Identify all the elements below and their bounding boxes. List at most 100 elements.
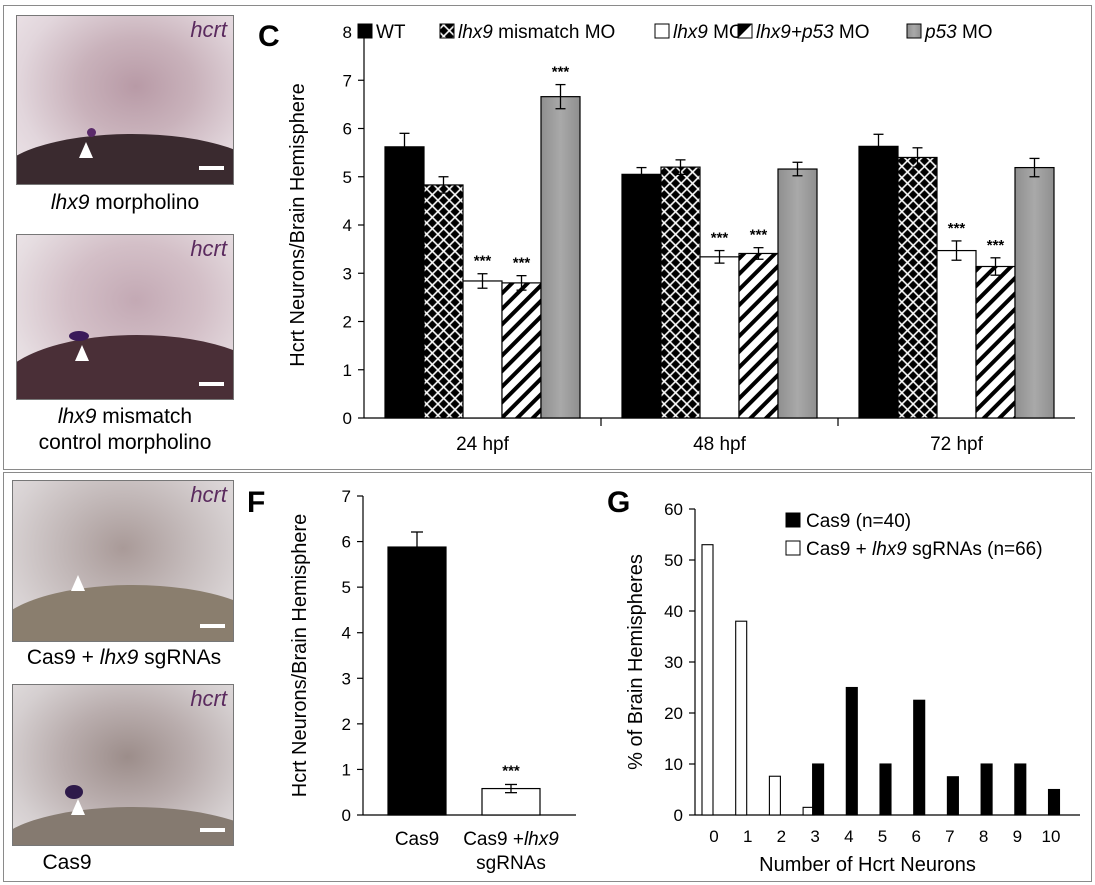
g-x-tick-label: 1 bbox=[743, 827, 752, 846]
f-y-tick-label: 1 bbox=[342, 760, 351, 779]
scale-bar bbox=[199, 382, 224, 386]
g-y-tick-label: 40 bbox=[664, 602, 683, 621]
g-x-tick-label: 8 bbox=[979, 827, 988, 846]
hcrt-stain-cluster bbox=[69, 331, 89, 341]
g-y-tick-label: 30 bbox=[664, 653, 683, 672]
c-bar bbox=[660, 166, 701, 419]
c-x-tick-label: 48 hpf bbox=[693, 434, 747, 455]
g-bar-cas9 bbox=[879, 763, 892, 816]
c-significance-mark: *** bbox=[711, 230, 729, 247]
c-significance-mark: *** bbox=[474, 253, 492, 270]
c-significance-mark: *** bbox=[552, 64, 570, 81]
panel-f-letter: F bbox=[247, 486, 266, 519]
g-legend-label: Cas9 (n=40) bbox=[806, 511, 911, 532]
panel-e-caption: Cas9 bbox=[42, 851, 92, 874]
panel-b-caption-text: mismatch bbox=[96, 405, 193, 428]
chart-f: 0 1 2 3 4 5 6 7 Hcrt Neurons/Brain Hemisphere Cas… bbox=[289, 487, 576, 874]
f-y-tick-label: 5 bbox=[342, 578, 351, 597]
bottom-figure-frame bbox=[3, 472, 1092, 882]
panel-d-caption-pre: Cas9 + bbox=[26, 646, 100, 669]
c-legend-label: lhx9 MO bbox=[673, 22, 744, 43]
panel-d-caption-gene: lhx9 bbox=[99, 646, 139, 669]
scale-bar bbox=[200, 828, 225, 832]
c-y-tick-label: 5 bbox=[343, 168, 352, 187]
c-y-tick-label: 8 bbox=[343, 23, 352, 42]
g-x-tick-label: 5 bbox=[878, 827, 887, 846]
c-significance-mark: *** bbox=[948, 220, 966, 237]
c-significance-mark: *** bbox=[750, 227, 768, 244]
arrowhead-icon bbox=[71, 575, 85, 591]
top-figure-frame bbox=[3, 5, 1092, 470]
c-legend-swatch bbox=[654, 23, 670, 39]
panel-e-hcrt-label: hcrt bbox=[190, 686, 227, 711]
c-y-tick-label: 0 bbox=[343, 409, 352, 428]
c-y-tick-label: 1 bbox=[343, 361, 352, 380]
yolk-shape bbox=[17, 134, 233, 184]
c-legend-label: WT bbox=[376, 22, 406, 43]
c-y-tick-label: 7 bbox=[343, 71, 352, 90]
g-bar-sgrna bbox=[768, 775, 781, 816]
panel-b-hcrt-label: hcrt bbox=[190, 236, 227, 261]
c-bar bbox=[777, 168, 818, 419]
g-legend-label: Cas9 + lhx9 sgRNAs (n=66) bbox=[806, 539, 1043, 560]
c-legend-swatch bbox=[906, 23, 922, 39]
g-x-tick-label: 2 bbox=[777, 827, 786, 846]
g-y-tick-label: 60 bbox=[664, 500, 683, 519]
f-y-axis-label: Hcrt Neurons/Brain Hemisphere bbox=[289, 514, 311, 797]
g-legend-swatch bbox=[785, 540, 801, 556]
c-y-tick-label: 3 bbox=[343, 264, 352, 283]
f-y-tick-label: 0 bbox=[342, 806, 351, 825]
c-bar bbox=[699, 256, 740, 419]
f-y-tick-label: 2 bbox=[342, 715, 351, 734]
c-bar bbox=[621, 173, 662, 419]
g-x-tick-label: 10 bbox=[1042, 827, 1061, 846]
c-legend-swatch-half bbox=[738, 24, 752, 38]
panel-a-micrograph: hcrt bbox=[16, 15, 234, 185]
g-bar-cas9 bbox=[1047, 788, 1061, 816]
panel-g-letter: G bbox=[607, 486, 631, 519]
panel-b-caption-gene: lhx9 bbox=[57, 405, 97, 428]
c-x-tick-label: 72 hpf bbox=[930, 434, 984, 455]
scale-bar bbox=[199, 166, 224, 170]
panel-e-micrograph: hcrt bbox=[12, 684, 234, 846]
c-significance-mark: *** bbox=[987, 237, 1005, 254]
c-bar bbox=[1014, 166, 1055, 419]
panel-b-caption-line1: lhx9 mismatch bbox=[16, 404, 234, 430]
g-y-axis-label: % of Brain Hemispheres bbox=[625, 554, 647, 770]
g-bar-cas9 bbox=[845, 686, 858, 816]
c-y-axis-label: Hcrt Neurons/Brain Hemisphere bbox=[287, 83, 309, 366]
g-x-tick-label: 0 bbox=[709, 827, 718, 846]
c-legend-label: lhx9+p53 MO bbox=[756, 22, 870, 43]
g-y-tick-label: 20 bbox=[664, 704, 683, 723]
c-bar bbox=[738, 252, 779, 419]
c-legend-swatch bbox=[439, 23, 455, 39]
panel-a-hcrt-label: hcrt bbox=[190, 17, 227, 42]
c-bar bbox=[384, 146, 425, 419]
f-y-tick-label: 3 bbox=[342, 669, 351, 688]
c-bar bbox=[540, 96, 581, 419]
c-significance-mark: *** bbox=[513, 255, 531, 272]
panel-d-caption: Cas9 + lhx9 sgRNAs bbox=[0, 645, 248, 671]
arrowhead-icon bbox=[79, 142, 93, 158]
c-legend-label: p53 MO bbox=[924, 22, 993, 43]
yolk-shape bbox=[13, 807, 233, 845]
f-y-tick-label: 7 bbox=[342, 487, 351, 506]
g-bar-cas9 bbox=[980, 763, 993, 816]
panel-c-letter: C bbox=[258, 20, 280, 53]
c-y-tick-label: 6 bbox=[343, 120, 352, 139]
c-legend-label: lhx9 mismatch MO bbox=[458, 22, 615, 43]
chart-c: 0 1 2 3 4 5 6 7 8 Hcrt Neurons/Brain Hemisphere 24… bbox=[287, 22, 1075, 455]
arrowhead-icon bbox=[75, 345, 89, 361]
panel-d-caption-post: sgRNAs bbox=[138, 646, 222, 669]
c-bar bbox=[501, 282, 542, 419]
g-x-tick-label: 9 bbox=[1013, 827, 1022, 846]
f-x-tick-label: Cas9 bbox=[395, 829, 439, 850]
panel-a-caption-text: morpholino bbox=[89, 191, 200, 214]
c-y-tick-label: 2 bbox=[343, 313, 352, 332]
g-legend-swatch bbox=[785, 512, 801, 528]
c-bar bbox=[975, 265, 1016, 419]
f-y-tick-label: 6 bbox=[342, 533, 351, 552]
c-legend-swatch bbox=[357, 23, 373, 39]
c-y-tick-label: 4 bbox=[343, 216, 352, 235]
